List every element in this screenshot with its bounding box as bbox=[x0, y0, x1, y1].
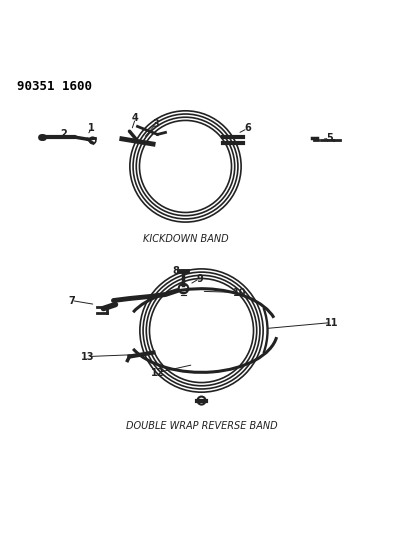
Text: DOUBLE WRAP REVERSE BAND: DOUBLE WRAP REVERSE BAND bbox=[126, 421, 277, 431]
Text: 12: 12 bbox=[151, 368, 164, 377]
Text: 1: 1 bbox=[88, 124, 95, 133]
Text: 5: 5 bbox=[326, 133, 333, 143]
Text: 90351 1600: 90351 1600 bbox=[17, 80, 92, 93]
Text: 2: 2 bbox=[60, 130, 67, 140]
Text: 10: 10 bbox=[233, 287, 246, 297]
Text: 4: 4 bbox=[132, 114, 139, 124]
Text: 13: 13 bbox=[81, 352, 94, 361]
Text: 8: 8 bbox=[172, 265, 179, 276]
Text: 7: 7 bbox=[68, 295, 75, 305]
Text: 6: 6 bbox=[244, 124, 251, 133]
Text: 3: 3 bbox=[152, 119, 159, 130]
Text: 11: 11 bbox=[325, 318, 339, 328]
Text: KICKDOWN BAND: KICKDOWN BAND bbox=[143, 235, 229, 245]
Text: 9: 9 bbox=[196, 273, 203, 284]
